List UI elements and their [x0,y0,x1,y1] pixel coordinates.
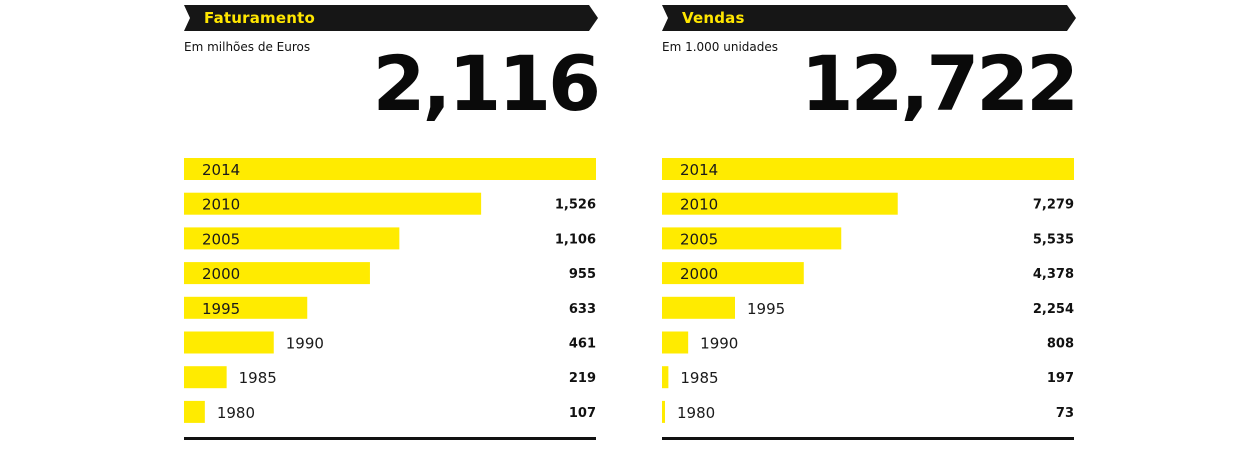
revenue-bar-1980 [184,400,205,423]
sales-year-label-1985: 1985 [680,369,718,387]
sales-value-label-1990: 808 [1047,337,1074,352]
sales-value-label-2000: 4,378 [1033,267,1074,282]
revenue-year-label-2014: 2014 [202,161,240,179]
sales-year-label-1990: 1990 [700,335,738,353]
sales-title-banner: Vendas [662,5,1076,31]
revenue-panel: Faturamento Em milhões de Euros 2,116 20… [184,0,601,456]
sales-bar-1990 [662,331,689,354]
sales-bar-1985 [662,366,669,389]
revenue-bar-2005 [184,227,400,250]
revenue-value-label-2010: 1,526 [555,198,596,213]
sales-baseline-rule [662,437,1074,440]
revenue-year-label-1985: 1985 [239,369,277,387]
revenue-title: Faturamento [204,9,316,27]
sales-year-label-2014: 2014 [680,161,718,179]
revenue-year-label-2000: 2000 [202,265,240,283]
revenue-bar-1985 [184,366,227,389]
revenue-bar-chart: 2014 2010 1,526 2005 1,106 2000 955 1995 633 1990… [184,158,596,440]
revenue-bar-1990 [184,331,274,354]
revenue-value-label-2000: 955 [569,267,596,282]
sales-year-label-1980: 1980 [677,404,715,422]
revenue-value-label-1995: 633 [569,302,596,317]
sales-year-label-1995: 1995 [747,300,785,318]
sales-year-label-2005: 2005 [680,230,718,248]
sales-value-label-1980: 73 [1056,406,1074,421]
sales-value-label-1995: 2,254 [1033,302,1074,317]
revenue-value-label-1980: 107 [569,406,596,421]
revenue-subtitle: Em milhões de Euros [184,40,311,54]
sales-value-label-2010: 7,279 [1033,198,1074,213]
revenue-year-label-1980: 1980 [217,404,255,422]
revenue-value-label-1985: 219 [569,371,596,386]
revenue-headline-value: 2,116 [372,39,601,128]
sales-value-label-2005: 5,535 [1033,232,1074,247]
sales-subtitle: Em 1.000 unidades [662,40,779,54]
sales-bar-2014 [662,158,1074,180]
sales-panel: Vendas Em 1.000 unidades 12,722 2014 2010… [662,0,1079,456]
revenue-title-banner: Faturamento [184,5,598,31]
sales-bar-chart: 2014 2010 7,279 2005 5,535 2000 4,378 1995 2,254… [662,158,1074,440]
revenue-bar-2014 [184,158,596,180]
revenue-year-label-2010: 2010 [202,196,240,214]
sales-year-label-2010: 2010 [680,196,718,214]
sales-bar-2010 [662,192,898,215]
revenue-year-label-1995: 1995 [202,300,240,318]
sales-title: Vendas [682,9,745,27]
revenue-baseline-rule [184,437,596,440]
sales-bar-1980 [662,400,665,423]
sales-year-label-2000: 2000 [680,265,718,283]
sales-bar-2005 [662,227,842,250]
revenue-value-label-1990: 461 [569,337,596,352]
revenue-value-label-2005: 1,106 [555,232,596,247]
revenue-year-label-2005: 2005 [202,230,240,248]
sales-value-label-1985: 197 [1047,371,1074,386]
sales-bar-1995 [662,296,735,319]
sales-headline-value: 12,722 [800,39,1079,128]
revenue-bar-1995 [184,296,308,319]
revenue-bar-2010 [184,192,482,215]
revenue-year-label-1990: 1990 [286,335,324,353]
sales-bar-2000 [662,262,804,285]
revenue-bar-2000 [184,262,370,285]
